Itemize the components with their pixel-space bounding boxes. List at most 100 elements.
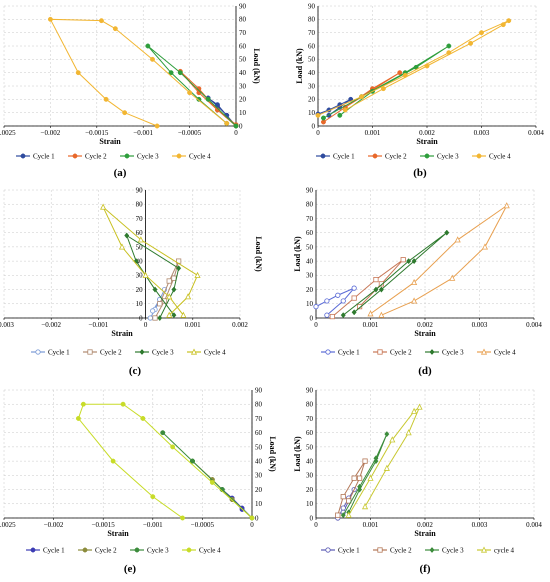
data-point [47, 16, 53, 22]
y-tick-label: 70 [306, 215, 314, 223]
y-tick-label: 70 [136, 215, 144, 223]
series-line [162, 432, 253, 519]
series-3 [321, 43, 452, 121]
data-point [449, 274, 456, 281]
y-tick-label: 30 [306, 472, 314, 480]
legend-marker [176, 153, 182, 159]
data-point [249, 515, 255, 521]
data-point [400, 257, 406, 263]
x-tick-label: 0.001 [363, 321, 379, 329]
y-tick-label: 80 [136, 201, 144, 209]
data-point [468, 40, 474, 46]
series-3 [340, 431, 390, 519]
x-tick-label: 0.003 [474, 129, 490, 137]
data-point [389, 436, 396, 443]
legend-entry: Cycle 4 [204, 349, 226, 357]
data-point [500, 22, 506, 28]
data-point [383, 464, 390, 471]
y-tick-label: 30 [306, 272, 314, 280]
series-line [323, 72, 401, 123]
legend-entry: Cycle 2 [95, 547, 117, 555]
legend-entry: Cycle 3 [442, 349, 464, 357]
data-point [196, 96, 202, 102]
data-point [356, 304, 363, 310]
y-tick-label: 0 [310, 314, 314, 322]
x-tick-label: 0 [314, 321, 318, 329]
data-point [233, 123, 239, 129]
data-point [481, 243, 489, 250]
y-tick-label: 0 [312, 122, 316, 130]
data-point [120, 401, 126, 407]
y-tick-label: 0 [139, 314, 143, 322]
legend-marker [476, 153, 482, 159]
chart-panel-5: −0.0025 −0.002 −0.0015 −0.001 −0.0005 00 10 20 3… [0, 386, 277, 575]
y-tick-label: 40 [239, 69, 247, 77]
x-tick-label: 0.003 [472, 521, 488, 529]
chart-panel-2: 0 0.001 0.002 0.003 0.004 0 10 20 30 40 50 60 70 80 90… [295, 2, 544, 179]
panel-label: (e) [124, 563, 137, 575]
series-4 [100, 203, 201, 318]
data-point [160, 430, 166, 436]
y-tick-label: 90 [308, 2, 316, 10]
y-tick-label: 0 [239, 122, 243, 130]
data-point [118, 243, 126, 250]
legend-entry: Cycle 4 [199, 547, 221, 555]
data-point [351, 295, 357, 301]
x-tick-label: 0.002 [419, 129, 435, 137]
y-tick-label: 50 [308, 56, 316, 64]
x-axis-label: Strain [416, 137, 438, 146]
series-4 [75, 401, 255, 521]
data-point [150, 56, 155, 62]
y-tick-label: 10 [308, 109, 316, 117]
y-tick-label: 10 [306, 300, 314, 308]
y-tick-label: 90 [239, 2, 247, 10]
y-tick-label: 40 [306, 458, 314, 466]
data-point [110, 458, 116, 464]
chart-panel-6: 0 0.001 0.002 0.003 0.004 0 10 20 30 40 50 60 70 80 90… [293, 386, 542, 575]
data-point [170, 444, 176, 450]
legend-entry: cycle 4 [494, 547, 515, 555]
legend-marker [82, 547, 88, 553]
legend: Cycle 1 Cycle 2 Cycle 3 Cycle 4 [16, 153, 211, 161]
series-4 [345, 403, 423, 518]
legend-marker [30, 547, 36, 553]
legend-marker [424, 153, 430, 159]
data-point [446, 50, 452, 56]
y-tick-label: 80 [255, 401, 263, 409]
data-point [380, 86, 386, 92]
panel-label: (f) [420, 563, 431, 575]
series-line [332, 259, 404, 317]
data-point [337, 112, 343, 118]
y-axis-label: Load (kN) [254, 236, 263, 272]
x-tick-label: −0.001 [89, 321, 109, 329]
data-point [335, 512, 341, 518]
y-tick-label: 90 [136, 186, 144, 194]
data-point [397, 70, 403, 76]
data-point [209, 479, 215, 485]
y-axis-label: Load (kN) [268, 436, 277, 472]
data-point [506, 18, 512, 24]
legend-marker [325, 547, 331, 553]
legend-entry: Cycle 2 [385, 153, 407, 161]
series-line [154, 260, 180, 319]
data-point [157, 314, 163, 322]
data-point [152, 286, 158, 293]
data-point [411, 297, 418, 304]
panel-label: (a) [114, 167, 127, 179]
data-point [406, 258, 412, 265]
data-point [378, 281, 385, 287]
x-tick-label: 0.002 [232, 321, 248, 329]
x-tick-label: 0.002 [417, 521, 433, 529]
data-point [180, 515, 186, 521]
data-point [367, 474, 374, 481]
data-point [180, 311, 187, 318]
y-tick-label: 30 [255, 472, 263, 480]
y-tick-label: 20 [306, 286, 314, 294]
data-point [405, 429, 412, 436]
y-tick-label: 0 [255, 514, 259, 522]
legend-entry: Cycle 3 [442, 547, 464, 555]
data-point [147, 315, 153, 321]
y-axis-label: Load (kN) [252, 48, 261, 84]
legend-entry: Cycle 2 [390, 349, 412, 357]
x-tick-label: −0.003 [0, 321, 14, 329]
